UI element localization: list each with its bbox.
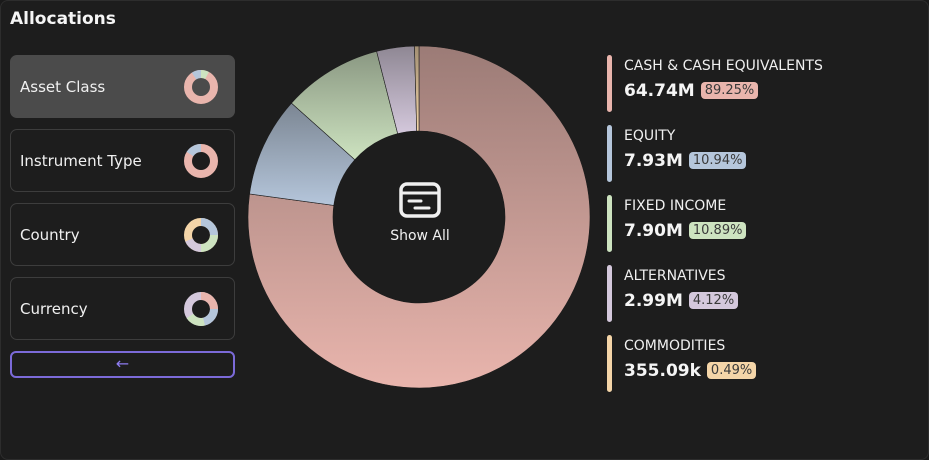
- legend-color-bar: [607, 265, 612, 322]
- nav-item-label: Currency: [20, 299, 88, 318]
- legend-item-equity[interactable]: EQUITY 7.93M 10.94%: [607, 125, 823, 183]
- legend-item-cash[interactable]: CASH & CASH EQUIVALENTS 64.74M 89.25%: [607, 55, 823, 113]
- show-all-button[interactable]: Show All: [335, 131, 505, 301]
- show-all-label: Show All: [390, 228, 450, 244]
- legend-color-bar: [607, 335, 612, 392]
- legend-color-bar: [607, 125, 612, 182]
- legend-item-commodities[interactable]: COMMODITIES 355.09k 0.49%: [607, 335, 823, 393]
- legend-name: COMMODITIES: [624, 338, 726, 354]
- nav-item-instrument-type[interactable]: Instrument Type: [10, 129, 235, 192]
- donut-thumbnail-icon: [184, 69, 218, 104]
- nav-item-label: Asset Class: [20, 77, 106, 96]
- legend-name: FIXED INCOME: [624, 198, 727, 214]
- legend-name: EQUITY: [624, 128, 676, 144]
- list-card-icon: [399, 182, 441, 218]
- donut-thumbnail-icon: [184, 217, 218, 252]
- legend-name: CASH & CASH EQUIVALENTS: [624, 58, 823, 74]
- nav-item-label: Instrument Type: [20, 151, 142, 170]
- legend-color-bar: [607, 55, 612, 112]
- legend-percent-badge: 4.12%: [688, 292, 739, 309]
- nav-item-country[interactable]: Country: [10, 203, 235, 266]
- legend-value: 355.09k: [624, 361, 701, 381]
- donut-thumbnail-icon: [184, 143, 218, 178]
- back-button[interactable]: ←: [10, 351, 235, 378]
- legend-color-bar: [607, 195, 612, 252]
- panel-title: Allocations: [10, 9, 116, 29]
- legend-item-alternatives[interactable]: ALTERNATIVES 2.99M 4.12%: [607, 265, 823, 323]
- legend-value: 2.99M: [624, 291, 683, 311]
- nav-item-label: Country: [20, 225, 80, 244]
- donut-thumbnail-icon: [184, 291, 218, 326]
- legend-item-fixed-income[interactable]: FIXED INCOME 7.90M 10.89%: [607, 195, 823, 253]
- legend-percent-badge: 89.25%: [700, 82, 759, 99]
- legend-name: ALTERNATIVES: [624, 268, 726, 284]
- nav-item-asset-class[interactable]: Asset Class: [10, 55, 235, 118]
- legend-value: 64.74M: [624, 81, 695, 101]
- allocation-legend: CASH & CASH EQUIVALENTS 64.74M 89.25% EQU…: [607, 55, 823, 405]
- legend-percent-badge: 0.49%: [706, 362, 757, 379]
- legend-value: 7.93M: [624, 151, 683, 171]
- allocation-nav: Asset Class Instrument Type Country: [10, 55, 235, 351]
- legend-percent-badge: 10.89%: [688, 222, 747, 239]
- legend-percent-badge: 10.94%: [688, 152, 747, 169]
- legend-value: 7.90M: [624, 221, 683, 241]
- nav-item-currency[interactable]: Currency: [10, 277, 235, 340]
